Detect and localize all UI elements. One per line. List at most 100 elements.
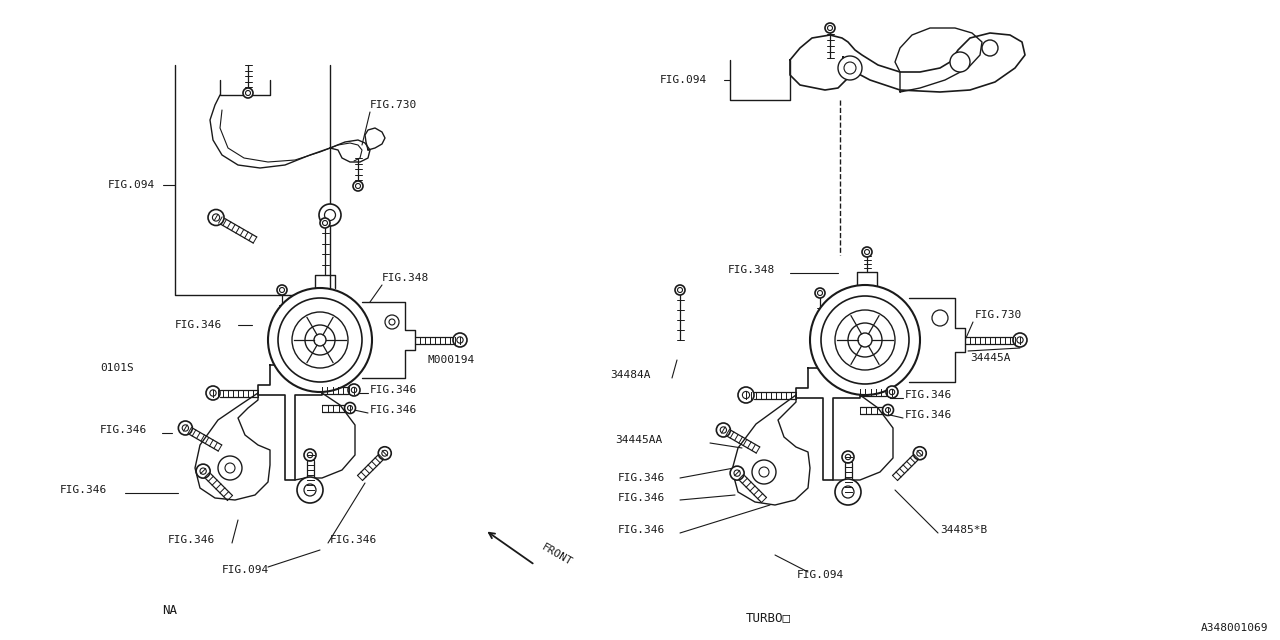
Circle shape bbox=[325, 209, 335, 221]
Circle shape bbox=[209, 209, 224, 225]
Circle shape bbox=[916, 451, 923, 456]
Circle shape bbox=[826, 23, 835, 33]
Circle shape bbox=[320, 218, 330, 228]
Text: FIG.346: FIG.346 bbox=[168, 535, 215, 545]
Circle shape bbox=[178, 421, 192, 435]
Circle shape bbox=[305, 449, 316, 461]
Circle shape bbox=[677, 287, 682, 292]
Circle shape bbox=[886, 386, 899, 398]
Text: FIG.346: FIG.346 bbox=[618, 493, 666, 503]
Circle shape bbox=[858, 333, 872, 347]
Circle shape bbox=[210, 390, 216, 396]
Text: 34485*B: 34485*B bbox=[940, 525, 987, 535]
Text: A348001069: A348001069 bbox=[1201, 623, 1268, 633]
Text: 34445AA: 34445AA bbox=[614, 435, 662, 445]
Text: 0101S: 0101S bbox=[100, 363, 133, 373]
Text: NA: NA bbox=[163, 604, 178, 616]
Circle shape bbox=[882, 404, 893, 415]
Circle shape bbox=[297, 477, 323, 503]
Text: FIG.346: FIG.346 bbox=[618, 525, 666, 535]
Circle shape bbox=[842, 486, 854, 498]
Text: FIG.346: FIG.346 bbox=[905, 390, 952, 400]
Circle shape bbox=[243, 88, 253, 98]
Circle shape bbox=[457, 337, 463, 343]
Circle shape bbox=[950, 52, 970, 72]
Circle shape bbox=[835, 479, 861, 505]
Circle shape bbox=[305, 484, 316, 496]
Circle shape bbox=[864, 250, 869, 255]
Text: FIG.348: FIG.348 bbox=[728, 265, 776, 275]
Text: FRONT: FRONT bbox=[540, 542, 575, 568]
Circle shape bbox=[356, 184, 361, 189]
Text: 34484A: 34484A bbox=[611, 370, 650, 380]
Circle shape bbox=[314, 334, 326, 346]
Circle shape bbox=[344, 403, 356, 413]
Text: FIG.094: FIG.094 bbox=[221, 565, 269, 575]
Text: FIG.094: FIG.094 bbox=[796, 570, 844, 580]
Circle shape bbox=[305, 325, 335, 355]
Circle shape bbox=[820, 296, 909, 384]
Circle shape bbox=[196, 464, 210, 478]
Circle shape bbox=[389, 319, 396, 325]
Text: FIG.730: FIG.730 bbox=[370, 100, 417, 110]
Circle shape bbox=[913, 447, 927, 460]
Circle shape bbox=[932, 310, 948, 326]
Circle shape bbox=[982, 40, 998, 56]
Circle shape bbox=[385, 315, 399, 329]
Circle shape bbox=[307, 452, 312, 458]
Circle shape bbox=[1016, 337, 1023, 343]
Circle shape bbox=[279, 287, 284, 292]
Text: FIG.346: FIG.346 bbox=[330, 535, 378, 545]
Circle shape bbox=[849, 323, 882, 357]
Circle shape bbox=[845, 454, 851, 460]
Text: FIG.346: FIG.346 bbox=[370, 385, 417, 395]
Circle shape bbox=[379, 447, 392, 460]
Circle shape bbox=[742, 392, 750, 399]
Circle shape bbox=[815, 288, 826, 298]
Circle shape bbox=[182, 425, 188, 431]
Circle shape bbox=[861, 247, 872, 257]
Circle shape bbox=[348, 384, 360, 396]
Circle shape bbox=[1012, 333, 1027, 347]
Text: FIG.348: FIG.348 bbox=[381, 273, 429, 283]
Circle shape bbox=[675, 285, 685, 295]
Circle shape bbox=[206, 386, 220, 400]
Text: FIG.730: FIG.730 bbox=[975, 310, 1023, 320]
Circle shape bbox=[838, 56, 861, 80]
Circle shape bbox=[721, 427, 727, 433]
Circle shape bbox=[890, 389, 895, 395]
Circle shape bbox=[835, 310, 895, 370]
Circle shape bbox=[810, 285, 920, 395]
Circle shape bbox=[278, 298, 362, 382]
Text: FIG.346: FIG.346 bbox=[175, 320, 223, 330]
Circle shape bbox=[323, 221, 328, 225]
Circle shape bbox=[717, 423, 731, 437]
Text: TURBO□: TURBO□ bbox=[745, 611, 791, 625]
Circle shape bbox=[381, 451, 388, 456]
Circle shape bbox=[246, 90, 251, 95]
Text: FIG.346: FIG.346 bbox=[618, 473, 666, 483]
Circle shape bbox=[225, 463, 236, 473]
Text: FIG.346: FIG.346 bbox=[100, 425, 147, 435]
Text: FIG.094: FIG.094 bbox=[660, 75, 708, 85]
Circle shape bbox=[753, 460, 776, 484]
Circle shape bbox=[212, 214, 220, 221]
Circle shape bbox=[276, 285, 287, 295]
Text: FIG.346: FIG.346 bbox=[370, 405, 417, 415]
Circle shape bbox=[759, 467, 769, 477]
Circle shape bbox=[292, 312, 348, 368]
Circle shape bbox=[453, 333, 467, 347]
Circle shape bbox=[730, 466, 744, 480]
Text: 34445A: 34445A bbox=[970, 353, 1010, 363]
Circle shape bbox=[200, 468, 206, 474]
Circle shape bbox=[844, 62, 856, 74]
Circle shape bbox=[351, 387, 357, 393]
Circle shape bbox=[886, 408, 891, 412]
Circle shape bbox=[739, 387, 754, 403]
Circle shape bbox=[218, 456, 242, 480]
Circle shape bbox=[818, 291, 823, 296]
Circle shape bbox=[268, 288, 372, 392]
Circle shape bbox=[319, 204, 340, 226]
Circle shape bbox=[842, 451, 854, 463]
Text: M000194: M000194 bbox=[428, 355, 475, 365]
